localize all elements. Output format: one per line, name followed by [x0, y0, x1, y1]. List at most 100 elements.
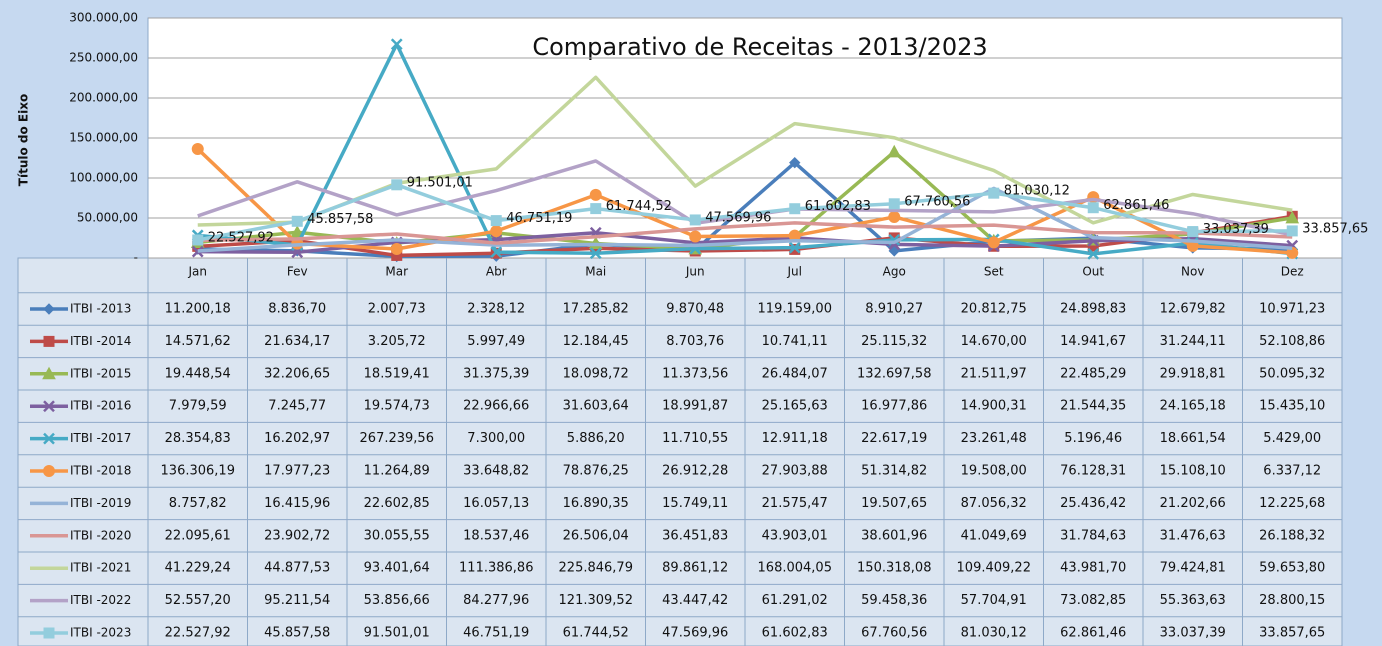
- table-cell: 18.537,46: [463, 528, 529, 543]
- table-cell: 26.506,04: [563, 528, 629, 543]
- marker: [887, 144, 902, 158]
- table-cell: 29.918,81: [1160, 366, 1226, 381]
- table-cell: 52.108,86: [1259, 334, 1325, 349]
- table-cell: 23.902,72: [264, 528, 330, 543]
- table-cell: 67.760,56: [861, 626, 927, 641]
- table-cell: 59.653,80: [1259, 561, 1325, 576]
- marker: [1087, 202, 1099, 214]
- series-line: [197, 214, 1293, 258]
- series-line: [197, 186, 1293, 253]
- marker: [43, 335, 55, 347]
- table-cell: 15.749,11: [662, 496, 728, 511]
- marker: [291, 215, 303, 227]
- table-cell: 15.435,10: [1259, 399, 1325, 414]
- table-cell: 76.128,31: [1060, 464, 1126, 479]
- table-cell: 19.507,65: [861, 496, 927, 511]
- marker: [43, 465, 55, 477]
- table-cell: 41.049,69: [961, 528, 1027, 543]
- data-label: 22.527,92: [208, 230, 274, 245]
- table-cell: 30.055,55: [364, 528, 430, 543]
- table-cell: 89.861,12: [662, 561, 728, 576]
- table-cell: 8.703,76: [666, 334, 724, 349]
- table-cell: 2.007,73: [368, 302, 426, 317]
- legend-label: ITBI -2015: [70, 366, 131, 380]
- table-cell: 32.206,65: [264, 366, 330, 381]
- table-cell: 14.941,67: [1060, 334, 1126, 349]
- marker: [43, 400, 55, 413]
- data-label: 45.857,58: [307, 212, 373, 227]
- table-cell: 111.386,86: [459, 561, 533, 576]
- marker: [43, 303, 55, 315]
- table-cell: 61.602,83: [762, 626, 828, 641]
- table-cell: 8.836,70: [268, 302, 326, 317]
- table-cell: 16.057,13: [463, 496, 529, 511]
- y-tick-label: 250.000,00: [69, 51, 138, 65]
- table-cell: 17.285,82: [563, 302, 629, 317]
- table-cell: 33.037,39: [1160, 626, 1226, 641]
- marker: [191, 245, 204, 258]
- marker: [391, 179, 403, 191]
- y-axis-label: Título do Eixo: [17, 94, 31, 186]
- x-tick-label: Set: [984, 265, 1004, 279]
- table-cell: 9.870,48: [666, 302, 724, 317]
- table-cell: 18.098,72: [563, 366, 629, 381]
- table-cell: 11.264,89: [364, 464, 430, 479]
- table-cell: 20.812,75: [961, 302, 1027, 317]
- table-cell: 16.890,35: [563, 496, 629, 511]
- marker: [490, 225, 503, 238]
- x-tick-label: Jan: [188, 265, 208, 279]
- table-cell: 25.115,32: [861, 334, 927, 349]
- table-cell: 11.200,18: [165, 302, 231, 317]
- table-cell: 61.291,02: [762, 593, 828, 608]
- table-cell: 59.458,36: [861, 593, 927, 608]
- table-cell: 12.679,82: [1160, 302, 1226, 317]
- table-cell: 31.476,63: [1160, 528, 1226, 543]
- table-cell: 50.095,32: [1259, 366, 1325, 381]
- y-tick-label: 100.000,00: [69, 171, 138, 185]
- series-line: [197, 159, 1293, 237]
- series-line: [197, 42, 1293, 256]
- table-cell: 31.244,11: [1160, 334, 1226, 349]
- table-cell: 121.309,52: [559, 593, 633, 608]
- marker: [1187, 226, 1199, 238]
- table-cell: 24.165,18: [1160, 399, 1226, 414]
- table-cell: 44.877,53: [264, 561, 330, 576]
- y-tick-label: 300.000,00: [69, 11, 138, 25]
- table-cell: 26.188,32: [1259, 528, 1325, 543]
- series-line: [197, 221, 1293, 245]
- table-cell: 14.900,31: [961, 399, 1027, 414]
- table-cell: 10.741,11: [762, 334, 828, 349]
- table-cell: 43.981,70: [1060, 561, 1126, 576]
- table-cell: 18.661,54: [1160, 431, 1226, 446]
- legend-label: ITBI -2020: [70, 528, 131, 542]
- table-cell: 38.601,96: [861, 528, 927, 543]
- table-cell: 53.856,66: [364, 593, 430, 608]
- table-cell: 19.508,00: [961, 464, 1027, 479]
- table-cell: 132.697,58: [857, 366, 931, 381]
- table-cell: 36.451,83: [662, 528, 728, 543]
- table-cell: 14.571,62: [165, 334, 231, 349]
- table-cell: 87.056,32: [961, 496, 1027, 511]
- legend-label: ITBI -2017: [70, 431, 131, 445]
- table-cell: 43.447,42: [662, 593, 728, 608]
- legend-label: ITBI -2014: [70, 334, 131, 348]
- table-cell: 21.511,97: [961, 366, 1027, 381]
- table-cell: 33.648,82: [463, 464, 529, 479]
- table-cell: 73.082,85: [1060, 593, 1126, 608]
- table-cell: 41.229,24: [165, 561, 231, 576]
- table-cell: 78.876,25: [563, 464, 629, 479]
- table-cell: 7.300,00: [467, 431, 525, 446]
- table-cell: 21.544,35: [1060, 399, 1126, 414]
- table-cell: 8.910,27: [865, 302, 923, 317]
- marker: [42, 366, 56, 380]
- table-cell: 11.373,56: [662, 366, 728, 381]
- table-cell: 33.857,65: [1259, 626, 1325, 641]
- table-cell: 119.159,00: [758, 302, 832, 317]
- marker: [888, 210, 901, 223]
- series-line: [196, 147, 1293, 255]
- table-cell: 22.527,92: [165, 626, 231, 641]
- table-cell: 8.757,82: [169, 496, 227, 511]
- x-tick-label: Abr: [486, 265, 507, 279]
- table-cell: 24.898,83: [1060, 302, 1126, 317]
